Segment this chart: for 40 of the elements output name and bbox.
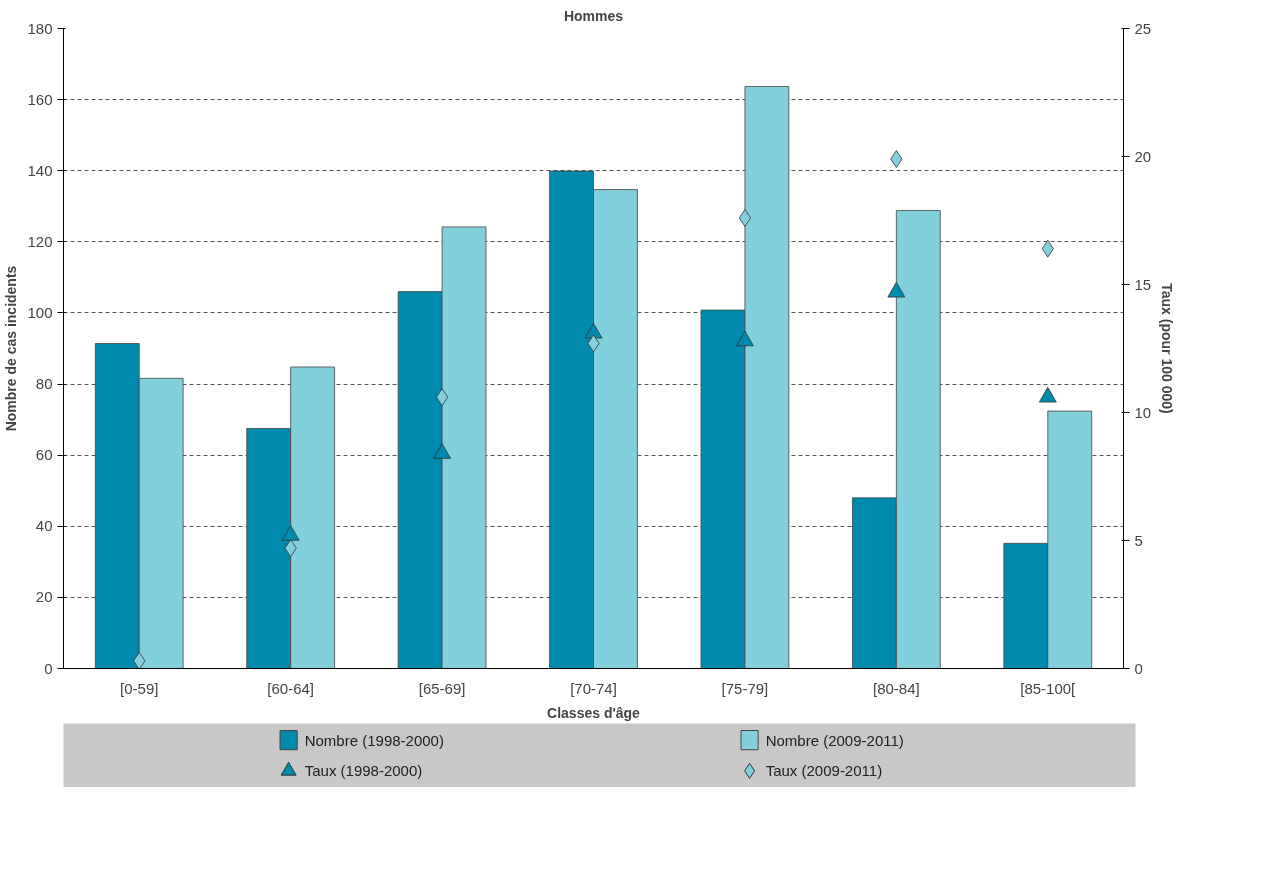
legend-label: Taux (1998-2000) <box>304 762 423 780</box>
y2-tick-label: 25 <box>1134 19 1152 37</box>
y-tick-label: 100 <box>27 303 53 321</box>
y-tick-label: 80 <box>35 375 53 393</box>
y-tick-label: 40 <box>35 517 53 535</box>
point <box>1038 386 1057 403</box>
x-tick-label: [65-69] <box>418 679 466 697</box>
x-axis-title: Classes d'âge <box>547 704 641 721</box>
y-tick-label: 20 <box>35 588 53 606</box>
y2-tick-label: 5 <box>1134 531 1143 549</box>
y2-tick-label: 0 <box>1134 659 1143 677</box>
point <box>890 150 903 168</box>
y2-tick-label: 10 <box>1134 403 1152 421</box>
y-tick-label: 120 <box>27 232 53 250</box>
chart-title: Hommes <box>563 7 624 24</box>
y-tick-label: 180 <box>27 19 53 37</box>
point <box>133 651 146 669</box>
y-tick-label: 140 <box>27 161 53 179</box>
legend-label: Nombre (1998-2000) <box>304 731 444 749</box>
point <box>281 525 300 541</box>
point <box>887 281 906 298</box>
legend-label: Taux (2009-2011) <box>765 762 883 780</box>
y-tick-label: 60 <box>35 446 53 464</box>
x-tick-label: [60-64] <box>267 679 314 697</box>
y2-tick-label: 15 <box>1134 275 1152 293</box>
y2-axis-title: Taux (pour 100 000) <box>1159 283 1176 414</box>
y-tick-label: 0 <box>44 659 53 677</box>
x-tick-label: [75-79] <box>721 679 769 697</box>
x-tick-label: [0-59] <box>120 679 159 697</box>
legend-label: Nombre (2009-2011) <box>765 731 904 749</box>
x-tick-label: [80-84] <box>873 679 920 697</box>
point <box>738 209 751 227</box>
point <box>584 322 603 339</box>
y2-tick-label: 20 <box>1134 147 1152 165</box>
x-tick-label: [70-74] <box>570 679 617 697</box>
y-tick-label: 160 <box>27 90 53 108</box>
x-tick-label: [85-100[ <box>1020 679 1077 697</box>
point <box>736 330 754 347</box>
point <box>433 443 451 459</box>
y-axis-title: Nombre de cas incidents <box>3 265 20 432</box>
